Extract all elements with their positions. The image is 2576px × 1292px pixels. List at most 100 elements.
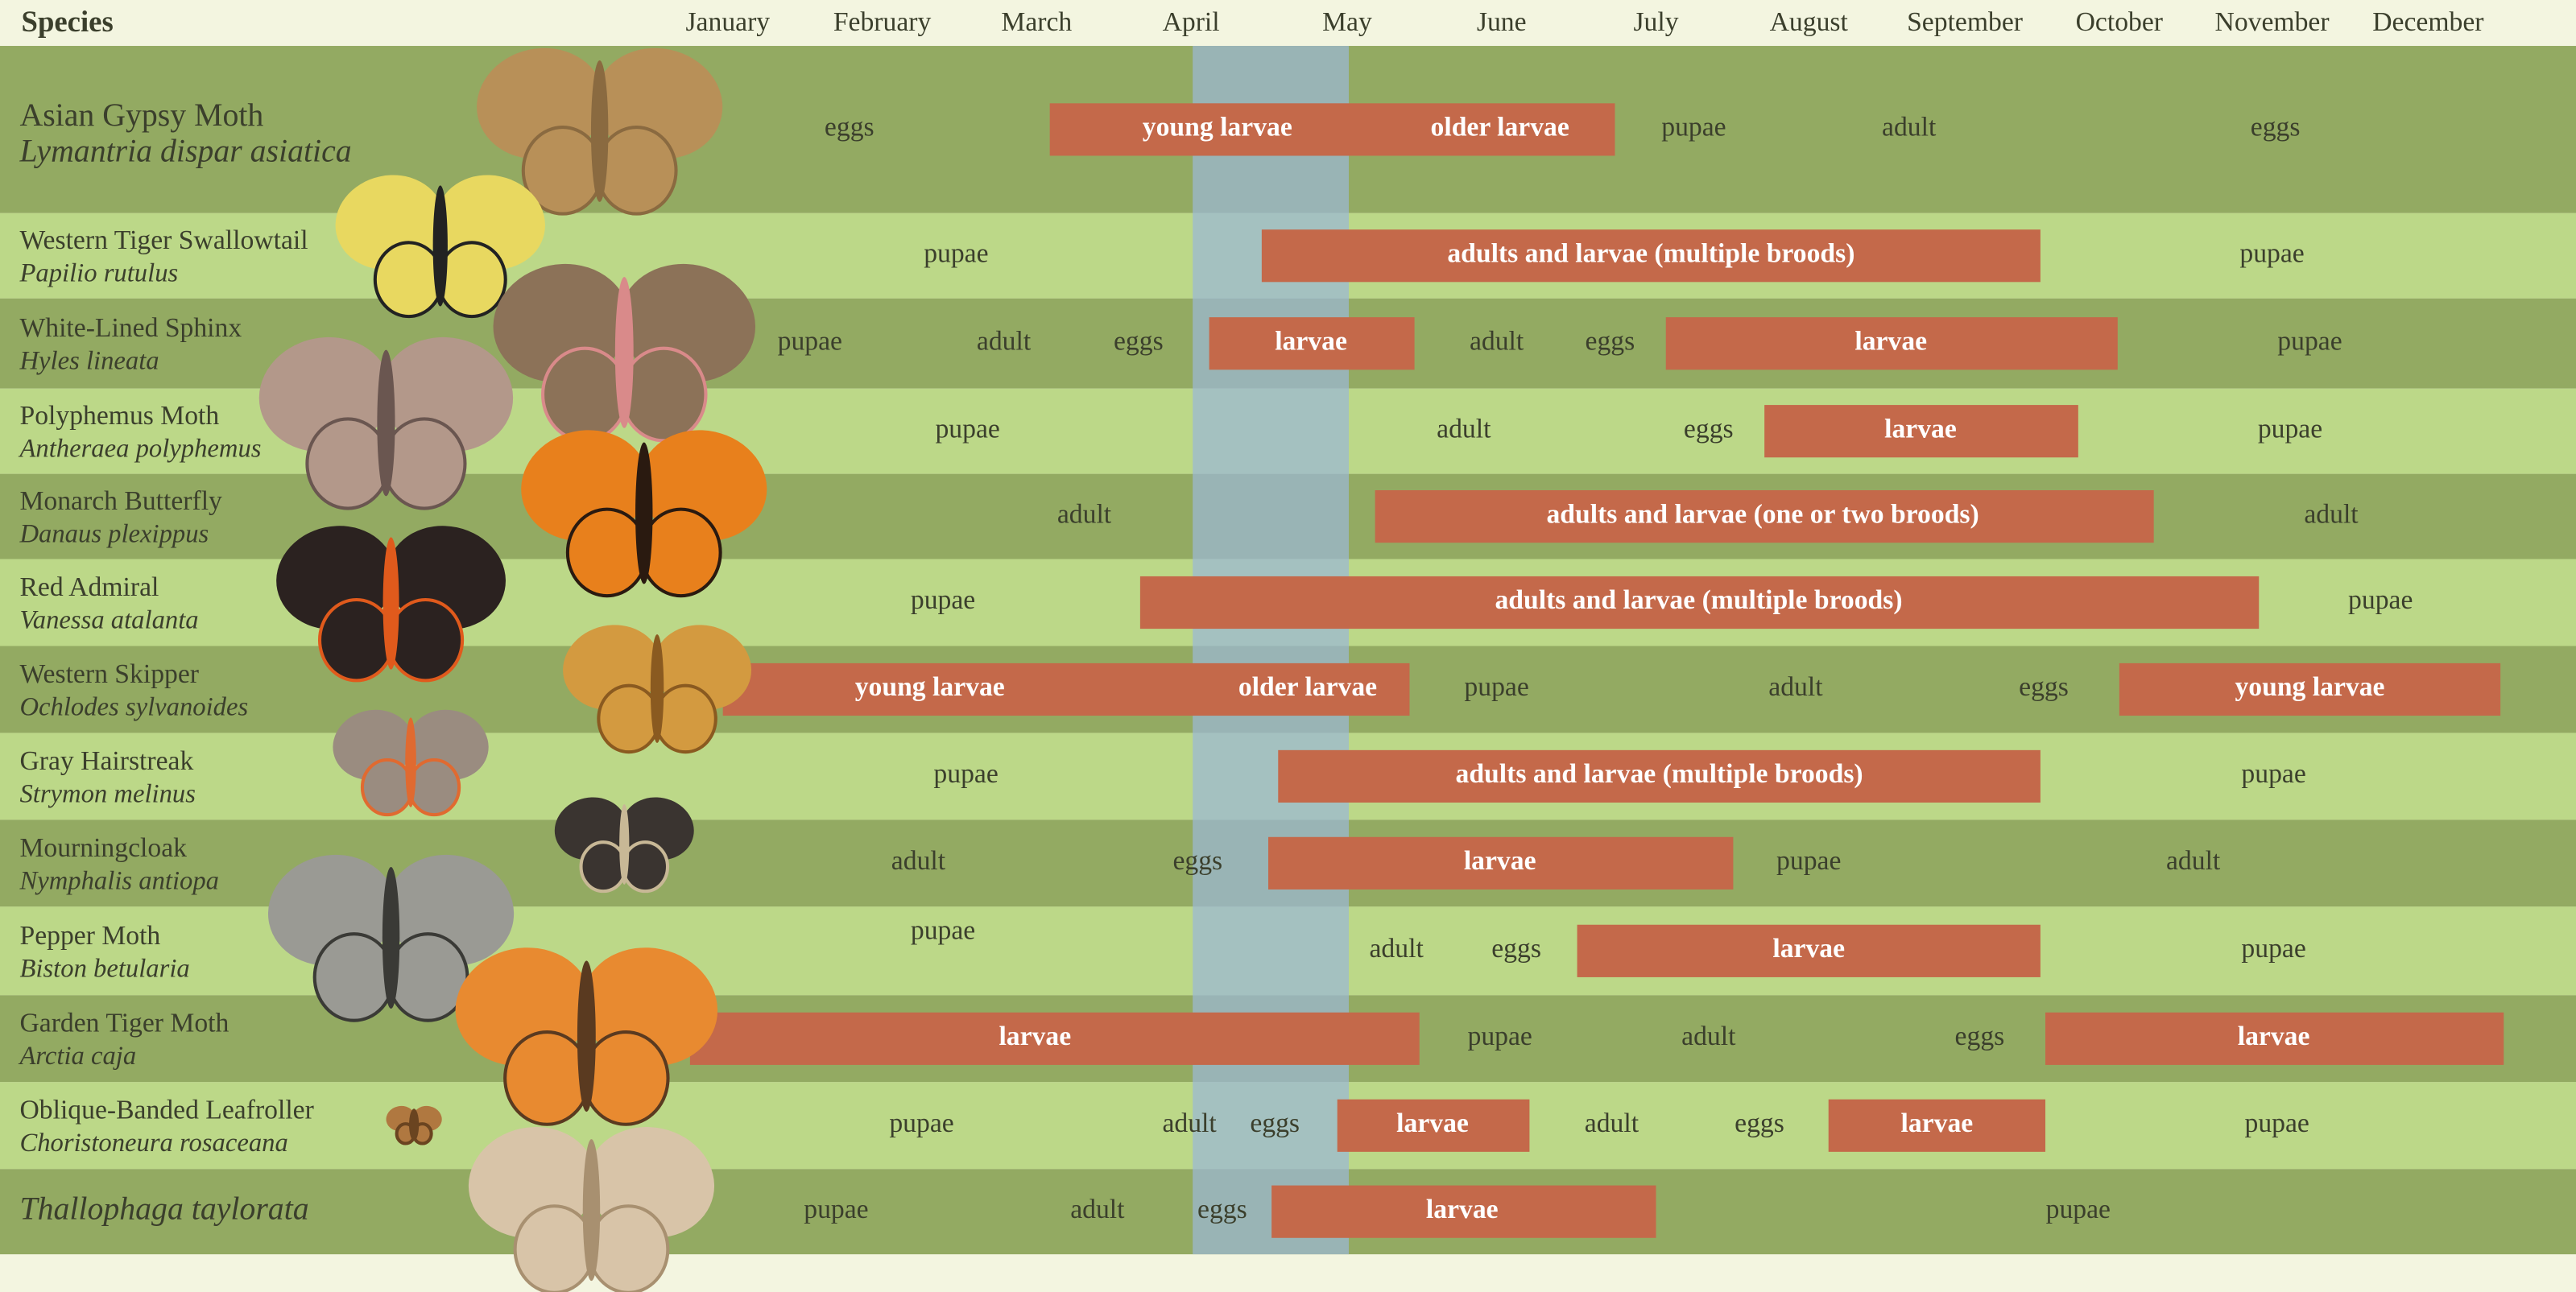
- stage-label: pupae: [2241, 934, 2305, 964]
- stage-label: pupae: [911, 585, 975, 615]
- stage-label: pupae: [2241, 759, 2305, 789]
- month-label: September: [1907, 7, 2023, 37]
- wing: [543, 349, 626, 441]
- stage-label: eggs: [2019, 672, 2069, 702]
- scientific-name: Vanessa atalanta: [19, 605, 198, 634]
- wing: [622, 349, 705, 441]
- stage-label: eggs: [1491, 934, 1541, 964]
- common-name: Polyphemus Moth: [19, 401, 219, 431]
- stage-bar-label: larvae: [999, 1022, 1071, 1051]
- month-label: March: [1001, 7, 1072, 37]
- wing: [581, 842, 626, 891]
- common-name: Asian Gypsy Moth: [19, 97, 263, 133]
- month-label: October: [2076, 7, 2163, 37]
- stage-label: adult: [1070, 1195, 1125, 1224]
- scientific-name: Papilio rutulus: [19, 259, 178, 288]
- body: [377, 350, 395, 497]
- body: [591, 60, 608, 202]
- stage-label: pupae: [1661, 113, 1726, 142]
- calendar-diagram: JanuaryFebruaryMarchAprilMayJuneJulyAugu…: [0, 0, 2576, 1292]
- wing: [598, 686, 659, 752]
- stage-bar-label: larvae: [1854, 326, 1927, 356]
- scientific-name: Arctia caja: [18, 1042, 136, 1071]
- wing: [362, 760, 412, 815]
- stage-label: eggs: [1684, 414, 1734, 444]
- stage-label: pupae: [2239, 238, 2304, 268]
- common-name: Gray Hairstreak: [19, 746, 193, 776]
- stage-bar-label: larvae: [1884, 414, 1957, 444]
- stage-bar-label: larvae: [1275, 326, 1347, 356]
- stage-label: pupae: [924, 238, 988, 268]
- body: [382, 867, 399, 1009]
- body: [615, 277, 634, 428]
- body: [619, 804, 629, 885]
- wing: [597, 127, 676, 214]
- stage-bar-label: larvae: [2238, 1022, 2310, 1051]
- body: [651, 634, 664, 743]
- stage-label: adult: [1437, 414, 1491, 444]
- stage-label: eggs: [1586, 326, 1635, 356]
- scientific-name: Ochlodes sylvanoides: [19, 692, 248, 721]
- stage-label: pupae: [911, 916, 975, 946]
- scientific-name: Strymon melinus: [19, 779, 195, 808]
- scientific-name: Antheraea polyphemus: [18, 435, 261, 464]
- common-name: Mourningcloak: [19, 833, 187, 863]
- stage-bar-label: larvae: [1772, 934, 1845, 964]
- scientific-name: Biston betularia: [19, 954, 189, 983]
- wing: [307, 419, 388, 508]
- month-label: June: [1477, 7, 1527, 37]
- stage-label: pupae: [935, 414, 999, 444]
- stage-label: pupae: [804, 1195, 868, 1224]
- wing: [375, 242, 443, 316]
- month-label: January: [685, 7, 770, 37]
- stage-label: eggs: [2251, 113, 2301, 142]
- stage-label: pupae: [1464, 672, 1528, 702]
- wing: [505, 1032, 589, 1125]
- stage-label: adult: [1585, 1108, 1639, 1138]
- body: [383, 537, 399, 669]
- common-name: White-Lined Sphinx: [19, 313, 242, 343]
- body: [577, 960, 596, 1112]
- stage-bar-label: larvae: [1426, 1195, 1499, 1224]
- stage-label: eggs: [1114, 326, 1164, 356]
- wing: [389, 600, 462, 680]
- stage-label: eggs: [1250, 1108, 1300, 1138]
- stage-label: pupae: [2046, 1195, 2111, 1224]
- month-label: December: [2372, 7, 2483, 37]
- scientific-name: Hyles lineata: [19, 347, 159, 376]
- month-label: May: [1322, 7, 1372, 37]
- stage-bar-label: young larvae: [855, 672, 1005, 702]
- body: [409, 1108, 419, 1141]
- stage-label: pupae: [1468, 1022, 1532, 1051]
- wing: [409, 760, 459, 815]
- stage-label: adult: [1370, 934, 1424, 964]
- highlight-band: [1193, 46, 1349, 1254]
- month-label: July: [1633, 7, 1678, 37]
- wing: [642, 510, 721, 596]
- wing: [623, 842, 668, 891]
- common-name: Monarch Butterfly: [19, 486, 222, 516]
- wing: [515, 1206, 594, 1292]
- stage-bar-label: larvae: [1464, 846, 1536, 876]
- stage-label: eggs: [1172, 846, 1222, 876]
- stage-label: adult: [1057, 499, 1112, 529]
- body: [583, 1139, 600, 1281]
- stage-bar-label: adults and larvae (multiple broods): [1456, 759, 1863, 789]
- wing: [315, 934, 394, 1021]
- stage-label: pupae: [2258, 414, 2322, 444]
- stage-label: pupae: [2277, 326, 2342, 356]
- wing: [568, 510, 647, 596]
- stage-label: pupae: [1776, 846, 1841, 876]
- stage-label: eggs: [825, 113, 875, 142]
- wing: [589, 1206, 668, 1292]
- stage-label: adult: [1470, 326, 1524, 356]
- month-label: April: [1163, 7, 1220, 37]
- stage-bar-label: young larvae: [2235, 672, 2384, 702]
- header-title: Species: [22, 5, 114, 38]
- scientific-name: Nymphalis antiopa: [19, 866, 219, 895]
- stage-bar-label: larvae: [1901, 1108, 1974, 1138]
- stage-label: pupae: [933, 759, 998, 789]
- stage-bar-label: older larvae: [1431, 113, 1569, 142]
- stage-label: eggs: [1735, 1108, 1784, 1138]
- scientific-name: Lymantria dispar asiatica: [19, 134, 351, 169]
